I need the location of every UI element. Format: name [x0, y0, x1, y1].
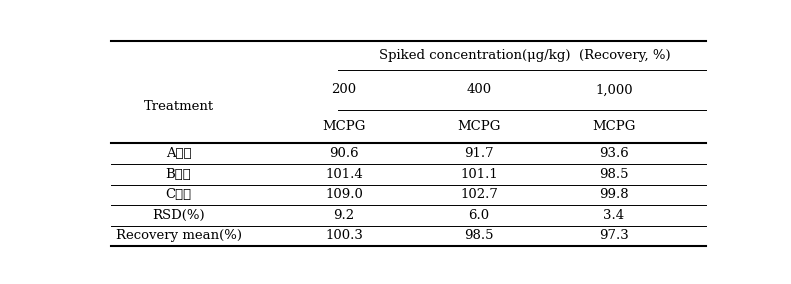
Text: RSD(%): RSD(%) [152, 209, 205, 222]
Text: A기관: A기관 [166, 147, 191, 160]
Text: 200: 200 [331, 83, 357, 96]
Text: 3.4: 3.4 [604, 209, 624, 222]
Text: 98.5: 98.5 [464, 229, 494, 243]
Text: 1,000: 1,000 [595, 83, 633, 96]
Text: 400: 400 [467, 83, 491, 96]
Text: 101.1: 101.1 [460, 168, 498, 181]
Text: 98.5: 98.5 [599, 168, 629, 181]
Text: B기관: B기관 [165, 168, 191, 181]
Text: 6.0: 6.0 [468, 209, 490, 222]
Text: MCPG: MCPG [457, 120, 501, 133]
Text: MCPG: MCPG [323, 120, 365, 133]
Text: MCPG: MCPG [592, 120, 635, 133]
Text: 100.3: 100.3 [325, 229, 363, 243]
Text: Recovery mean(%): Recovery mean(%) [115, 229, 241, 243]
Text: 97.3: 97.3 [599, 229, 629, 243]
Text: 101.4: 101.4 [325, 168, 363, 181]
Text: 9.2: 9.2 [334, 209, 354, 222]
Text: 91.7: 91.7 [464, 147, 494, 160]
Text: 109.0: 109.0 [325, 188, 363, 201]
Text: C기관: C기관 [165, 188, 191, 201]
Text: 93.6: 93.6 [599, 147, 629, 160]
Text: 90.6: 90.6 [329, 147, 359, 160]
Text: Spiked concentration(μg/kg)  (Recovery, %): Spiked concentration(μg/kg) (Recovery, %… [379, 49, 671, 62]
Text: Treatment: Treatment [143, 100, 214, 113]
Text: 99.8: 99.8 [599, 188, 629, 201]
Text: 102.7: 102.7 [460, 188, 498, 201]
